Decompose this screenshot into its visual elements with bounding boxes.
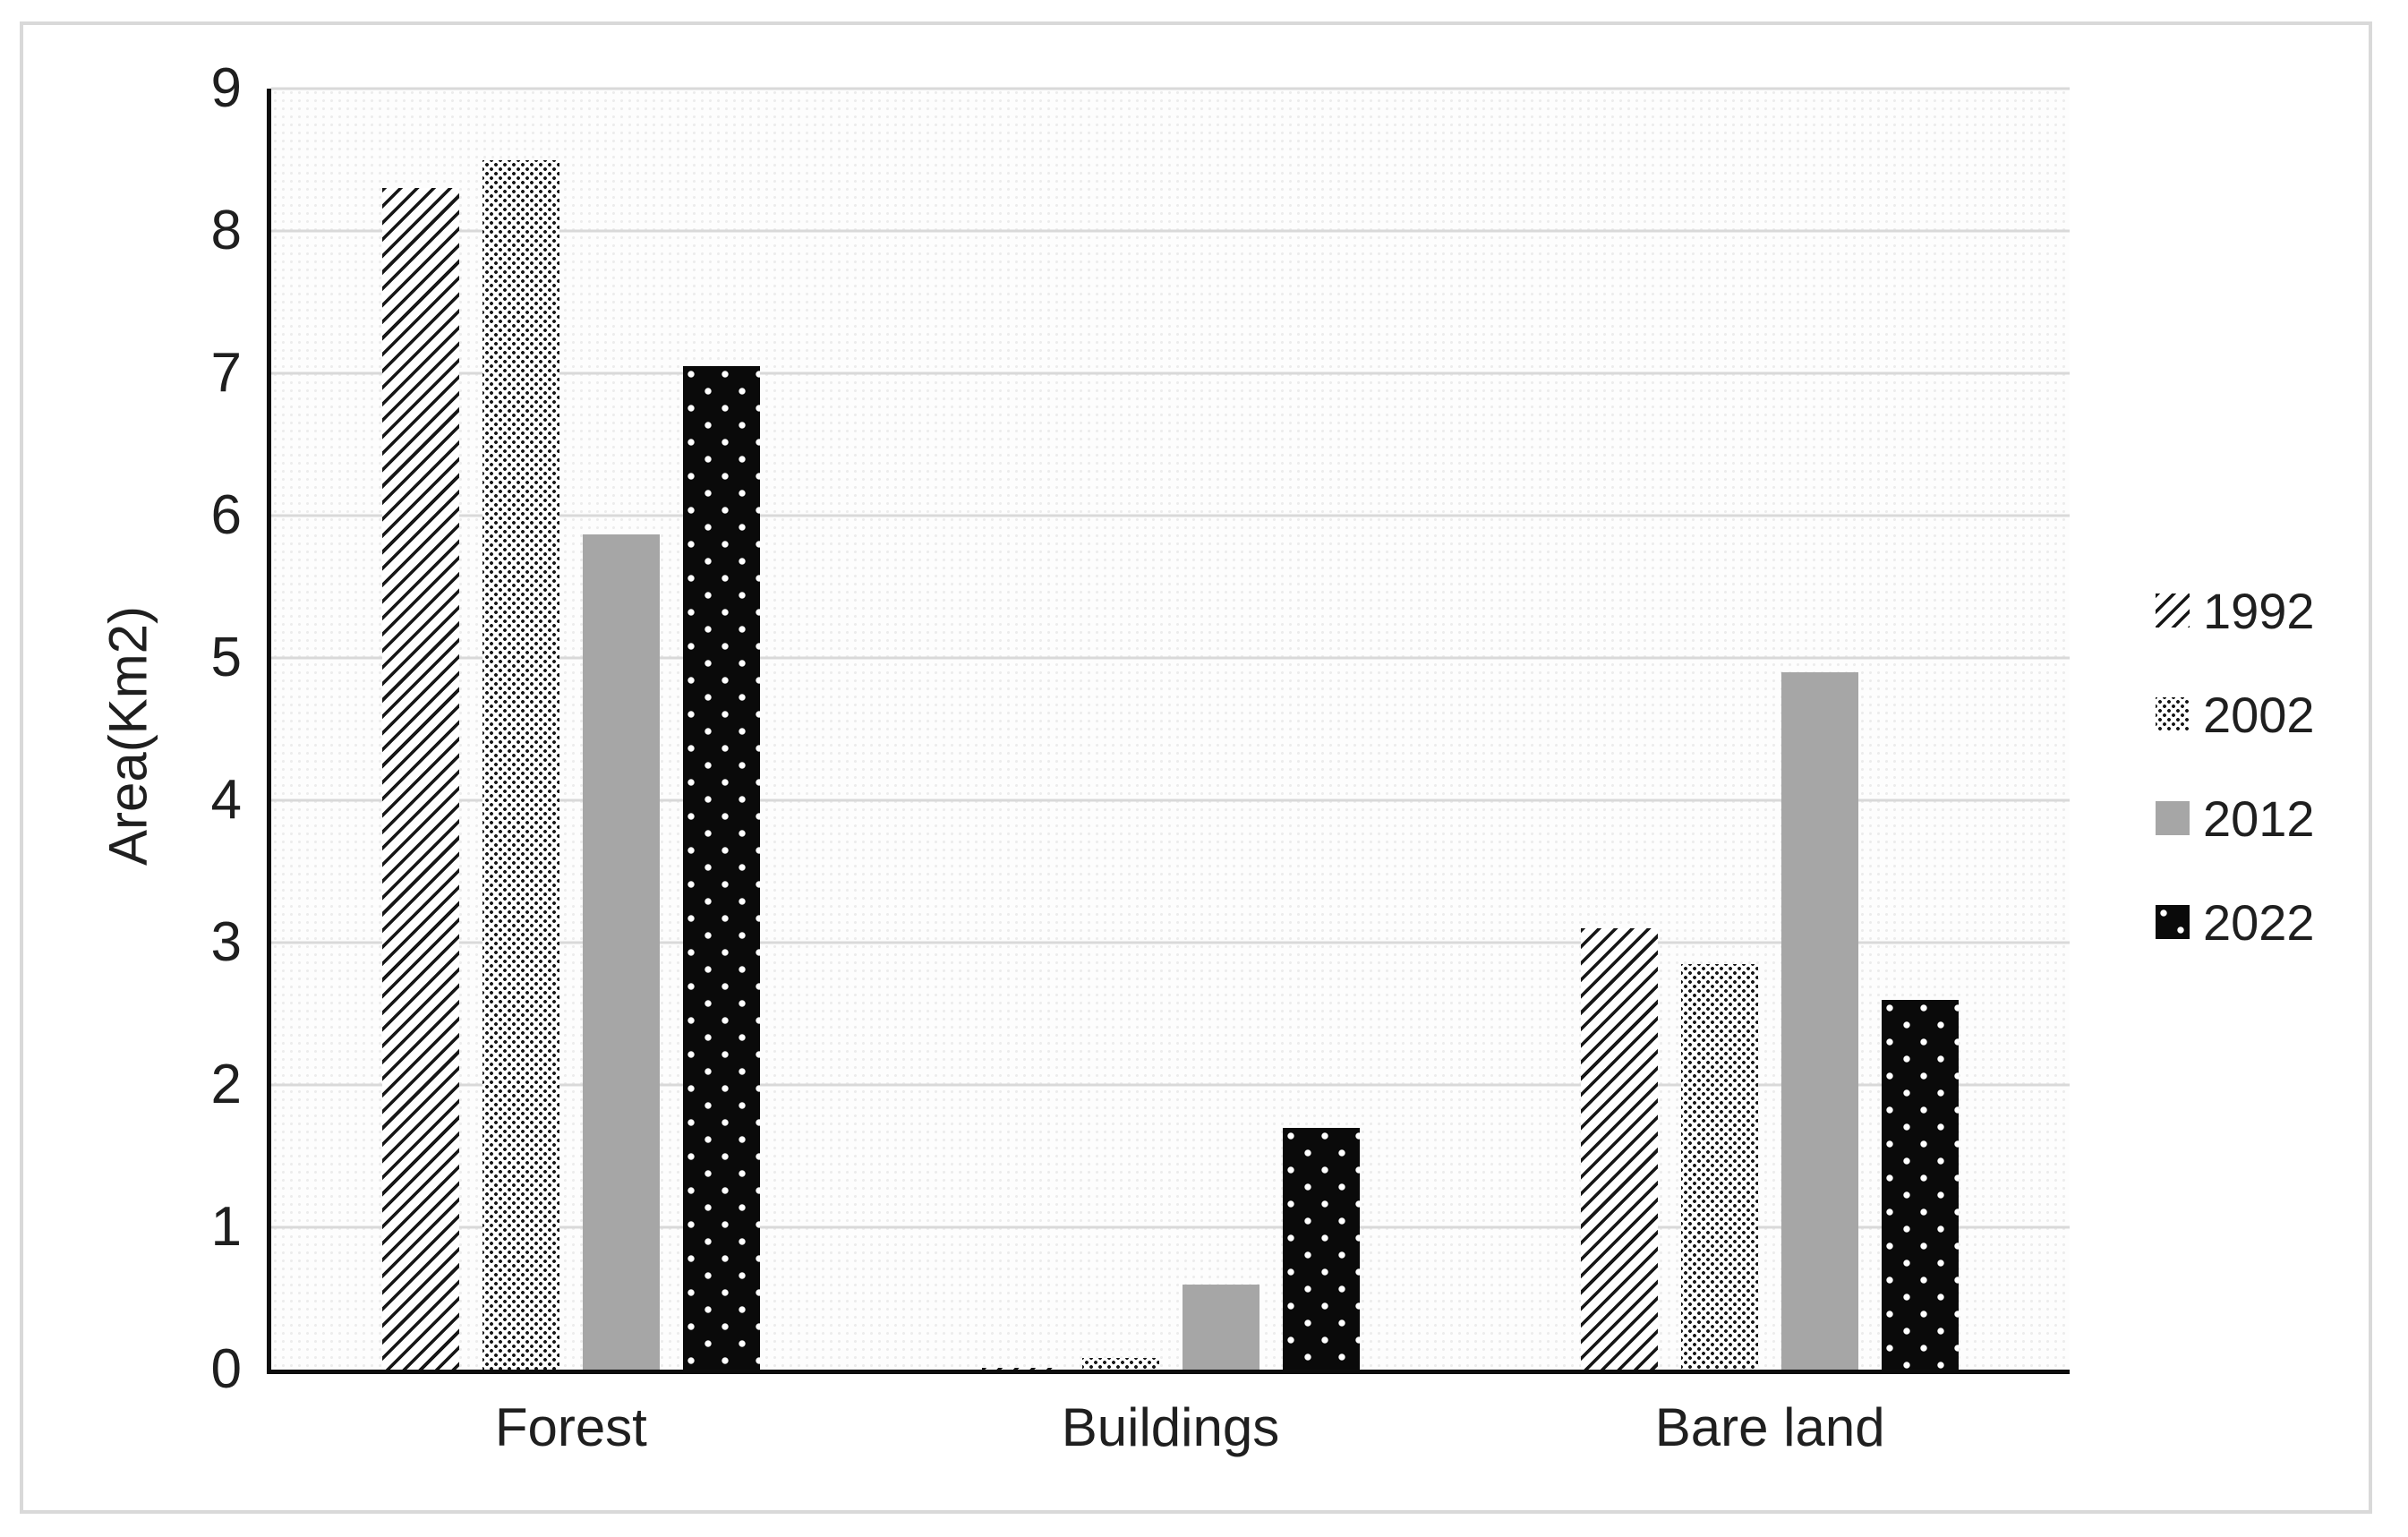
dense-dots-swatch-icon xyxy=(2156,697,2190,731)
y-tick-label-6: 6 xyxy=(210,484,242,546)
gridline-2 xyxy=(271,1083,2070,1087)
legend-item-2002: 2002 xyxy=(2156,662,2315,766)
diagonal-hatch-swatch-icon xyxy=(2156,593,2190,628)
bar-2002-forest xyxy=(482,159,559,1370)
bar-group-bare-land xyxy=(1470,89,2070,1370)
y-tick-label-9: 9 xyxy=(210,57,242,119)
gridline-4 xyxy=(271,798,2070,802)
gridline-9 xyxy=(271,87,2070,90)
x-axis-label-buildings: Buildings xyxy=(1061,1397,1280,1457)
legend-label-2002: 2002 xyxy=(2203,686,2315,743)
bar-group-buildings xyxy=(871,89,1471,1370)
y-tick-label-1: 1 xyxy=(210,1195,242,1258)
y-tick-label-3: 3 xyxy=(210,911,242,973)
y-tick-label-7: 7 xyxy=(210,341,242,404)
legend-label-2012: 2012 xyxy=(2203,790,2315,847)
legend-item-2012: 2012 xyxy=(2156,766,2315,870)
y-tick-label-8: 8 xyxy=(210,199,242,261)
legend-item-2022: 2022 xyxy=(2156,870,2315,974)
gridline-5 xyxy=(271,656,2070,660)
legend-item-1992: 1992 xyxy=(2156,559,2315,662)
y-tick-label-2: 2 xyxy=(210,1054,242,1115)
gridline-3 xyxy=(271,941,2070,944)
legend-label-1992: 1992 xyxy=(2203,582,2315,639)
black-white-dots-swatch-icon xyxy=(2156,905,2190,939)
bar-2022-buildings xyxy=(1282,1127,1360,1370)
gridline-6 xyxy=(271,514,2070,517)
x-axis-label-bare-land: Bare land xyxy=(1654,1397,1885,1457)
bar-1992-buildings xyxy=(981,1368,1059,1370)
legend-label-2022: 2022 xyxy=(2203,893,2315,951)
gridline-7 xyxy=(271,371,2070,375)
bar-2002-bare-land xyxy=(1681,963,1759,1370)
bar-2022-bare-land xyxy=(1882,999,1960,1370)
bar-2012-buildings xyxy=(1182,1284,1260,1370)
y-tick-label-4: 4 xyxy=(210,769,242,831)
bar-2002-buildings xyxy=(1081,1358,1159,1370)
chart-outer-border xyxy=(20,21,2372,1514)
gridline-1 xyxy=(271,1225,2070,1229)
x-axis-label-forest: Forest xyxy=(494,1397,647,1457)
solid-gray-swatch-icon xyxy=(2156,801,2190,835)
bar-2012-bare-land xyxy=(1781,671,1859,1370)
bar-1992-bare-land xyxy=(1581,928,1659,1370)
bar-1992-forest xyxy=(381,188,459,1370)
bar-group-forest xyxy=(271,89,871,1370)
bar-2022-forest xyxy=(682,366,760,1370)
bar-groups xyxy=(271,89,2070,1370)
legend: 1992 2002 2012 2022 xyxy=(2156,559,2315,974)
x-axis-labels: Forest Buildings Bare land xyxy=(271,1396,2070,1458)
bar-2012-forest xyxy=(582,534,660,1370)
y-tick-label-5: 5 xyxy=(210,626,242,688)
plot-area xyxy=(267,87,2070,1374)
gridline-8 xyxy=(271,229,2070,233)
y-tick-label-0: 0 xyxy=(210,1338,242,1400)
